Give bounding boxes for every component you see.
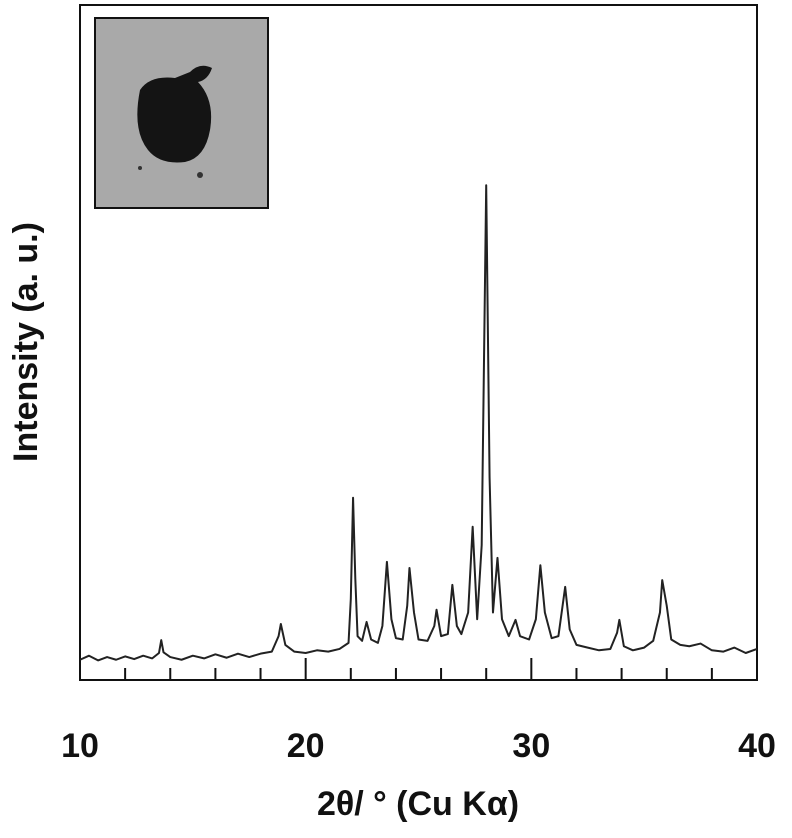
- plot-frame: [79, 4, 758, 681]
- x-tick-label: 40: [738, 727, 776, 765]
- x-tick-label: 30: [512, 727, 550, 765]
- pattern-line: [79, 184, 758, 662]
- x-axis-label: 2θ/ ° (Cu Kα): [317, 785, 519, 823]
- inset-photo: [94, 17, 269, 209]
- x-tick-label: 20: [287, 727, 325, 765]
- x-tick-label: 10: [61, 727, 99, 765]
- y-axis-label: Intensity (a. u.): [7, 222, 45, 462]
